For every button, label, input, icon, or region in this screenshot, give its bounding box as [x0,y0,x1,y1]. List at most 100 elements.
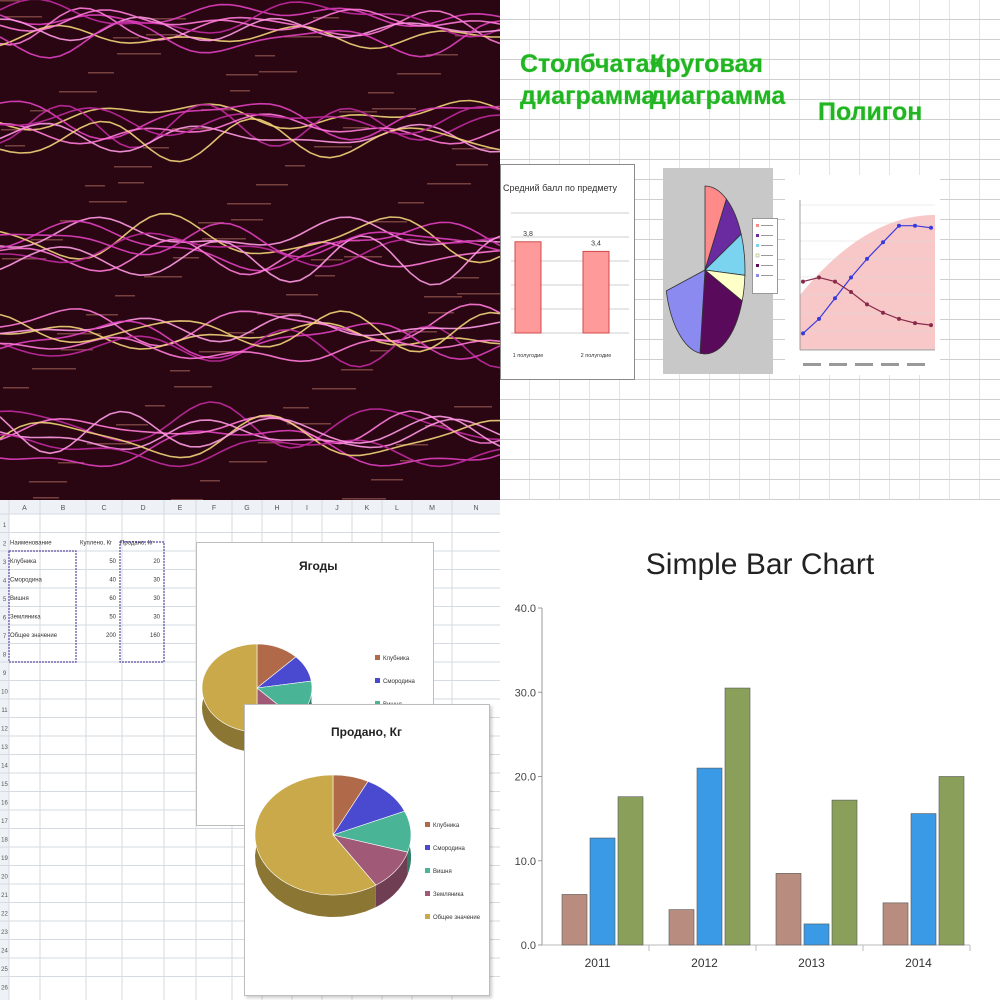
column-header: A [22,505,27,512]
wave-dash [115,295,135,297]
row-header: 13 [1,745,8,751]
pie-legend-swatch [425,891,430,896]
row-header: 25 [1,967,8,973]
simple-bar [910,813,937,946]
selection-outline [119,541,165,663]
pie-legend-label: Смородина [433,846,466,852]
simple-bar [775,873,802,946]
pie-side-shade [375,852,408,908]
mini-line-legend-entry [855,363,873,366]
pie-slice [254,774,377,896]
wave-dash [287,423,331,425]
wave-dash [399,331,437,333]
heading-bar-chart: Столбчатая диаграмма [520,50,665,110]
pie-legend-label: Клубника [433,823,460,829]
wave-line [0,122,500,153]
wave-dash [342,498,386,500]
simple-bar [938,776,965,946]
wave-lines-image [0,0,500,500]
mini-line-point [801,279,805,284]
berries-chart-title: Ягоды [299,559,338,573]
wave-dash [173,257,199,259]
x-tick-label: 2012 [691,956,718,970]
wave-dash [229,461,267,463]
wave-dash [58,462,84,464]
row-header: 20 [1,875,8,881]
wave-dash [258,442,284,444]
wave-dash [257,313,301,315]
mini-bar-data-label: 3,4 [591,240,601,247]
wave-line [0,410,500,445]
pie-legend-swatch [375,701,380,706]
wave-line [0,216,500,248]
table-cell: 160 [150,633,161,639]
column-header: I [306,505,308,512]
mini-line-legend-entry [803,363,821,366]
wave-line [0,117,500,163]
simple-bar-plot: 0.0 10.0 20.0 30.0 40.0 2011 2012 2013 2014 [515,603,971,970]
wave-dash [396,444,428,446]
wave-line [0,103,500,149]
wave-dash [5,145,25,147]
mini-line-point [881,240,885,245]
wave-dash [144,276,182,278]
selection-outline [8,550,77,663]
row-header: 26 [1,986,8,992]
sold-pie-plot: Клубника Смородина Вишня Земляника Общее зна… [254,774,481,921]
pie-legend-swatch [425,914,430,919]
wave-dash [227,203,271,205]
table-cell: 50 [109,615,116,621]
simple-bar [561,894,588,946]
mini-bar-chart: Средний балл по предмету 3,8 1 полугодие 3… [500,164,635,380]
wave-dash [283,407,309,409]
wave-dash [198,222,224,224]
y-tick-label: 30.0 [515,687,536,699]
mini-polygon-plot [799,200,935,366]
wave-dash [4,16,42,18]
y-tick-label: 10.0 [515,856,536,868]
simple-bar [831,799,858,946]
x-tick-label: 2011 [585,956,611,970]
y-tick-label: 40.0 [515,603,536,615]
wave-dash [343,127,369,129]
wave-line [0,113,500,145]
wave-dash [228,332,254,334]
wave-dash [199,351,237,353]
wave-line [0,232,500,268]
mini-pie-plot [665,185,746,355]
mini-line-point [801,331,805,336]
wave-dash [255,55,275,57]
mini-bar-tick-label: 1 полугодие [513,353,544,359]
simple-bar [668,909,695,946]
mini-line-point [865,302,869,307]
column-header: M [429,505,435,512]
wave-dash [171,499,203,500]
wave-dash [29,481,67,483]
wave-dash [113,37,139,39]
wave-dash [314,146,352,148]
mini-line-point [929,225,933,230]
wave-line [0,433,500,468]
column-header: F [212,505,216,512]
wave-dash [285,165,305,167]
column-header: H [274,505,279,512]
simple-bar-chart-panel: Simple Bar Chart 0.0 10.0 20.0 30.0 40.0 2011… [500,500,1000,1000]
wave-dash [89,201,127,203]
row-header: 1 [3,523,7,529]
wave-dash [1,129,33,131]
wave-line [0,220,500,272]
pie-legend-swatch [375,655,380,660]
mini-bar-title: Средний балл по предмету [503,183,617,193]
table-cell: 30 [153,578,160,584]
table-cell: 200 [106,633,117,639]
mini-line-point [833,279,837,284]
row-header: 15 [1,782,8,788]
wave-line [0,418,500,451]
wave-dash [259,71,297,73]
wave-dash [369,221,407,223]
table-cell: Продано, Кг [120,541,154,547]
wave-dash [32,368,76,370]
wave-line [0,429,500,468]
pie-legend-label: Клубника [383,656,410,662]
mini-pie-slice [699,269,743,355]
